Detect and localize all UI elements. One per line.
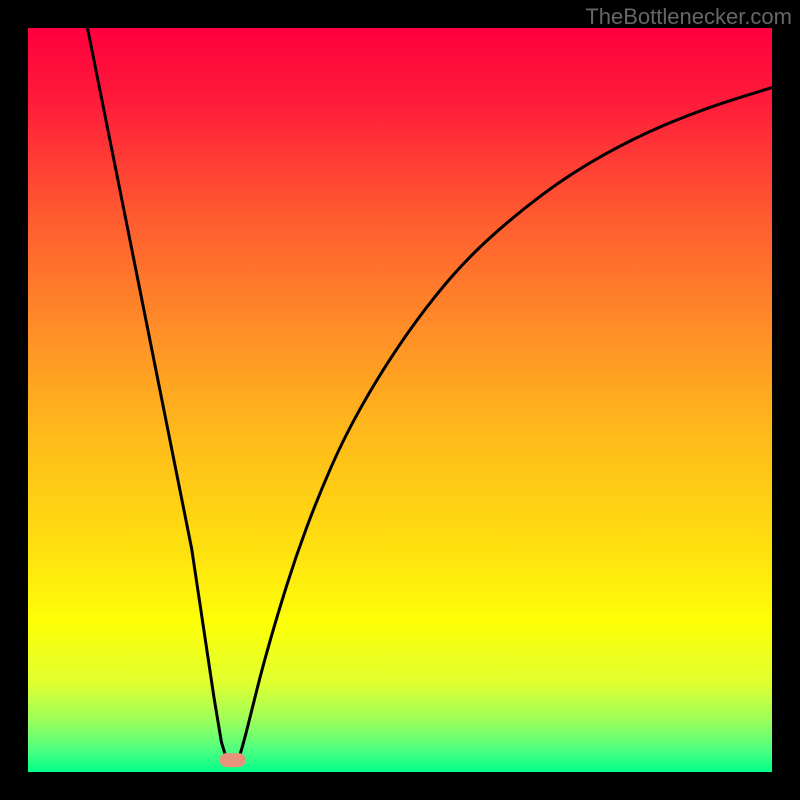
watermark-text: TheBottlenecker.com xyxy=(585,4,792,30)
chart-container: TheBottlenecker.com xyxy=(0,0,800,800)
gradient-background xyxy=(28,28,772,772)
optimal-marker xyxy=(220,753,246,767)
chart-svg xyxy=(28,28,772,772)
plot-area xyxy=(28,28,772,772)
